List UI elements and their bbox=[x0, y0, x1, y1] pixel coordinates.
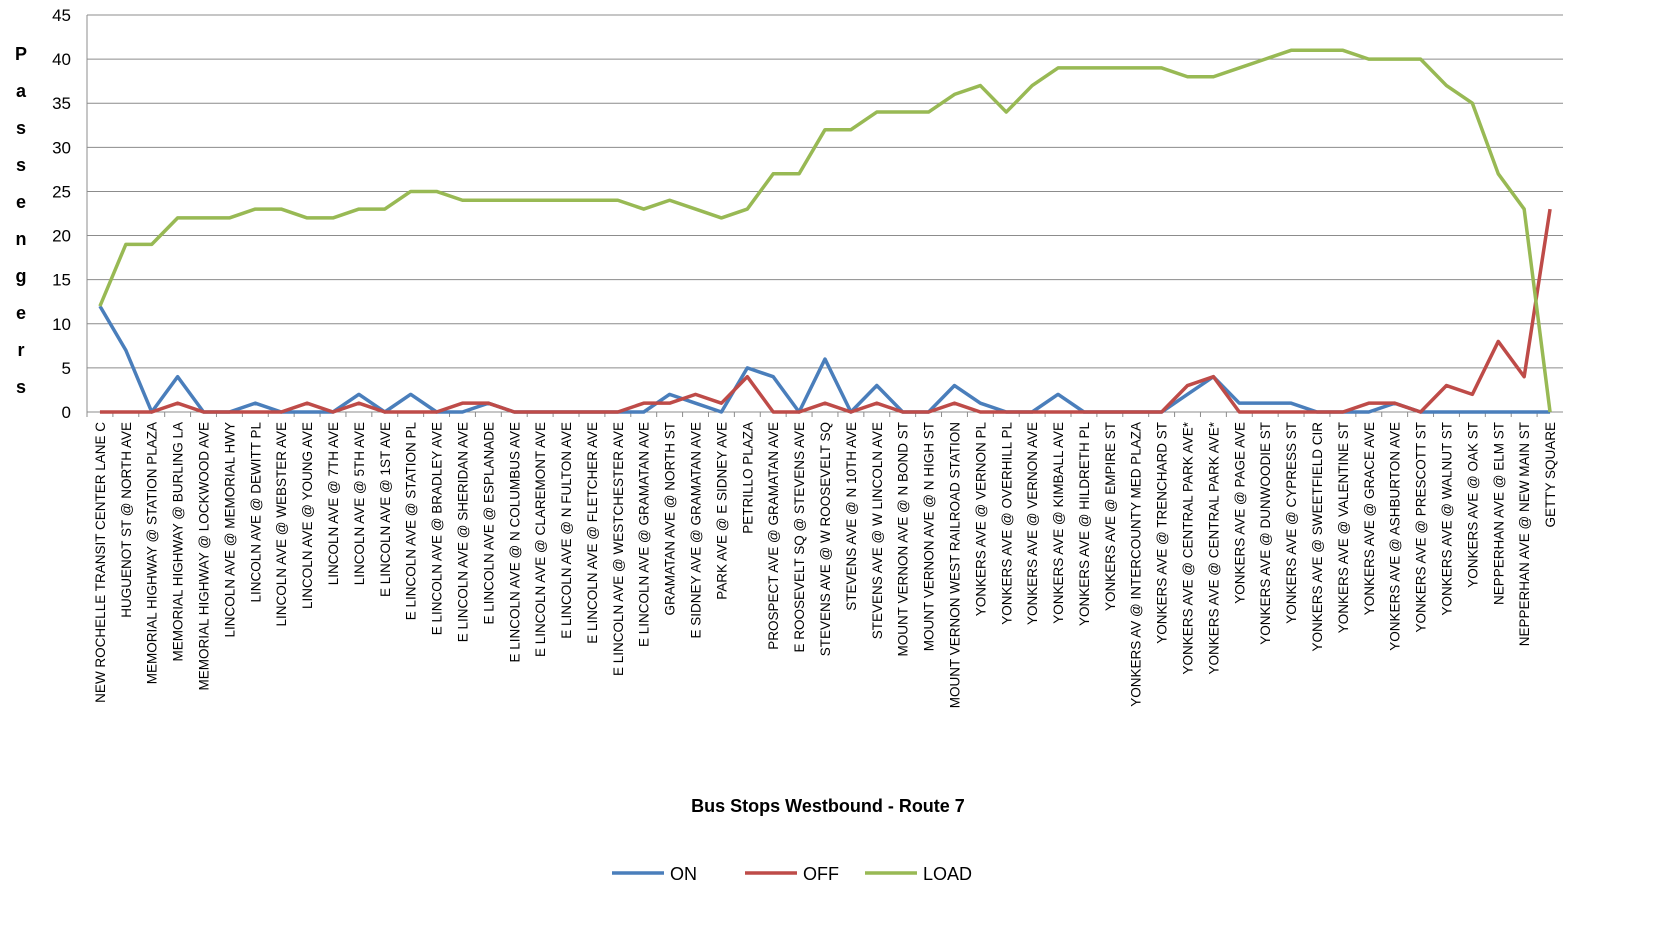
y-tick-label: 5 bbox=[62, 359, 71, 378]
y-tick-label: 20 bbox=[52, 227, 71, 246]
y-tick-label: 35 bbox=[52, 94, 71, 113]
y-tick-label: 25 bbox=[52, 182, 71, 201]
x-tick-label: PROSPECT AVE @ GRAMATAN AVE bbox=[766, 422, 781, 650]
series-line bbox=[98, 305, 1551, 414]
x-tick-label: YONKERS AVE @ VERNON PL bbox=[973, 422, 988, 617]
x-tick-label: LINCOLN AVE @ DEWITT PL bbox=[248, 422, 263, 603]
legend-label: LOAD bbox=[923, 864, 972, 884]
x-tick-label: YONKERS AVE @ PAGE AVE bbox=[1232, 422, 1247, 604]
x-tick-label: GRAMATAN AVE @ NORTH ST bbox=[663, 422, 678, 615]
x-tick-label: PARK AVE @ E SIDNEY AVE bbox=[714, 422, 729, 600]
y-tick-label: 40 bbox=[52, 50, 71, 69]
x-tick-label: YONKERS AVE @ VERNON AVE bbox=[1025, 422, 1040, 625]
series-line bbox=[99, 208, 1552, 414]
legend-label: ON bbox=[670, 864, 697, 884]
x-tick-label: YONKERS AVE @ KIMBALL AVE bbox=[1051, 422, 1066, 624]
x-tick-label: LINCOLN AVE @ 5TH AVE bbox=[352, 422, 367, 585]
y-tick-label: 45 bbox=[52, 6, 71, 25]
x-tick-label: STEVENS AVE @ W ROOSEVELT SQ bbox=[818, 422, 833, 656]
x-tick-label: YONKERS AVE @ CENTRAL PARK AVE* bbox=[1181, 421, 1196, 674]
x-tick-label: MOUNT VERNON AVE @ N HIGH ST bbox=[922, 422, 937, 651]
x-tick-label: HUGUENOT ST @ NORTH AVE bbox=[119, 422, 134, 618]
x-tick-label: YONKERS AVE @ ASHBURTON AVE bbox=[1388, 422, 1403, 651]
series-line bbox=[98, 48, 1552, 413]
x-tick-label: YONKERS AVE @ OAK ST bbox=[1465, 422, 1480, 588]
x-tick-label: YONKERS AVE @ EMPIRE ST bbox=[1103, 422, 1118, 611]
x-tick-label: PETRILLO PLAZA bbox=[740, 422, 755, 534]
x-tick-label: E LINCOLN AVE @ STATION PL bbox=[404, 422, 419, 621]
x-tick-label: STEVENS AVE @ N 10TH AVE bbox=[844, 422, 859, 611]
x-tick-label: E LINCOLN AVE @ SHERIDAN AVE bbox=[455, 422, 470, 642]
x-tick-label: YONKERS AVE @ CYPRESS ST bbox=[1284, 422, 1299, 624]
x-tick-label: YONKERS AVE @ SWEETFIELD CIR bbox=[1310, 422, 1325, 652]
x-tick-label: YONKERS AV @ INTERCOUNTY MED PLAZA bbox=[1129, 422, 1144, 707]
x-tick-label: MEMORIAL HIGHWAY @ STATION PLAZA bbox=[145, 422, 160, 684]
x-tick-label: YONKERS AVE @ CENTRAL PARK AVE* bbox=[1206, 421, 1221, 674]
y-tick-label: 30 bbox=[52, 138, 71, 157]
x-axis-label: Bus Stops Westbound - Route 7 bbox=[691, 796, 965, 816]
x-tick-label: E LINCOLN AVE @ ESPLANADE bbox=[481, 422, 496, 625]
y-tick-label: 10 bbox=[52, 315, 71, 334]
x-tick-label: E LINCOLN AVE @ CLAREMONT AVE bbox=[533, 422, 548, 657]
x-tick-label: GETTY SQUARE bbox=[1543, 422, 1558, 528]
x-tick-label: NEPPERHAN AVE @ ELM ST bbox=[1491, 422, 1506, 605]
x-tick-label: YONKERS AVE @ TRENCHARD ST bbox=[1155, 422, 1170, 644]
y-axis-label: Passengers bbox=[11, 44, 31, 414]
x-tick-label: E LINCOLN AVE @ 1ST AVE bbox=[378, 422, 393, 597]
x-tick-label: LINCOLN AVE @ 7TH AVE bbox=[326, 422, 341, 585]
x-tick-label: E LINCOLN AVE @ N COLUMBUS AVE bbox=[507, 422, 522, 663]
x-tick-label: E LINCOLN AVE @ N FULTON AVE bbox=[559, 422, 574, 639]
x-tick-label: E LINCOLN AVE @ WESTCHESTER AVE bbox=[611, 422, 626, 676]
x-tick-label: YONKERS AVE @ GRACE AVE bbox=[1362, 422, 1377, 615]
x-tick-label: LINCOLN AVE @ YOUNG AVE bbox=[300, 422, 315, 609]
x-tick-label: E ROOSEVELT SQ @ STEVENS AVE bbox=[792, 422, 807, 653]
x-tick-label: LINCOLN AVE @ MEMORIAL HWY bbox=[222, 422, 237, 638]
x-tick-label: MEMORIAL HIGHWAY @ BURLING LA bbox=[171, 422, 186, 662]
x-tick-label: E LINCOLN AVE @ BRADLEY AVE bbox=[430, 422, 445, 635]
x-tick-label: E SIDNEY AVE @ GRAMATAN AVE bbox=[689, 422, 704, 639]
y-tick-label: 15 bbox=[52, 271, 71, 290]
x-tick-label: MEMORIAL HIGHWAY @ LOCKWOOD AVE bbox=[197, 422, 212, 691]
x-tick-label: YONKERS AVE @ PRESCOTT ST bbox=[1414, 422, 1429, 633]
x-tick-label: E LINCOLN AVE @ FLETCHER AVE bbox=[585, 422, 600, 644]
x-tick-label: E LINCOLN AVE @ GRAMATAN AVE bbox=[637, 422, 652, 647]
y-tick-label: 0 bbox=[62, 403, 71, 422]
x-tick-label: NEW ROCHELLE TRANSIT CENTER LANE C bbox=[93, 422, 108, 703]
x-tick-label: YONKERS AVE @ OVERHILL PL bbox=[999, 422, 1014, 625]
legend-label: OFF bbox=[803, 864, 839, 884]
x-tick-label: YONKERS AVE @ VALENTINE ST bbox=[1336, 422, 1351, 633]
x-tick-label: YONKERS AVE @ WALNUT ST bbox=[1439, 422, 1454, 616]
x-tick-label: LINCOLN AVE @ WEBSTER AVE bbox=[274, 422, 289, 627]
x-tick-label: MOUNT VERNON WEST RAILROAD STATION bbox=[947, 422, 962, 708]
x-tick-label: MOUNT VERNON AVE @ N BOND ST bbox=[896, 422, 911, 656]
x-tick-label: NEPPERHAN AVE @ NEW MAIN ST bbox=[1517, 422, 1532, 646]
x-tick-label: YONKERS AVE @ HILDRETH PL bbox=[1077, 422, 1092, 627]
x-tick-label: STEVENS AVE @ W LINCOLN AVE bbox=[870, 422, 885, 639]
x-tick-label: YONKERS AVE @ DUNWOODIE ST bbox=[1258, 422, 1273, 645]
